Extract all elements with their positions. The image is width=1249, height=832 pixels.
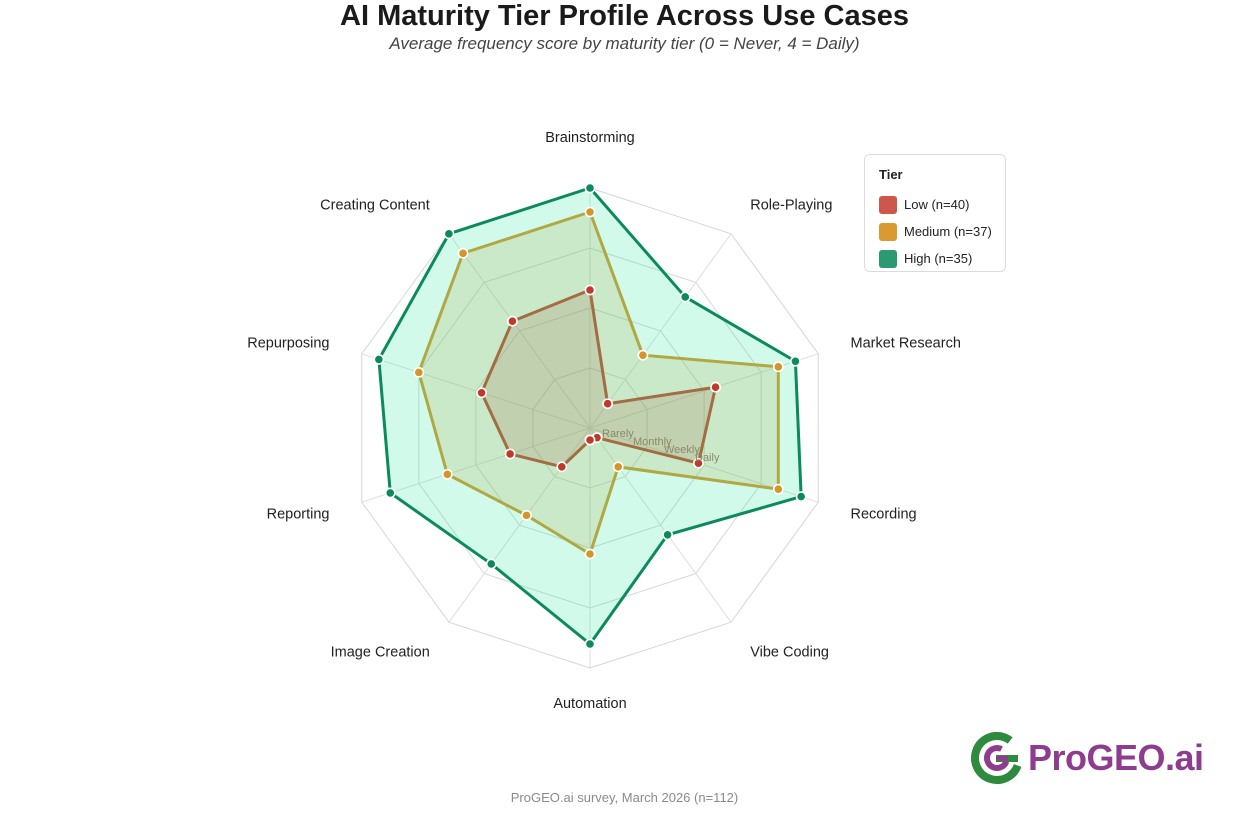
point-medium-brainstorming — [584, 206, 596, 218]
progeo-logo: ProGEO.ai — [970, 730, 1210, 786]
ring-label-weekly: Weekly — [664, 444, 700, 456]
point-medium-vibe-coding — [612, 461, 624, 473]
point-high-role-playing — [679, 291, 691, 303]
point-medium-image-creation — [521, 509, 532, 521]
axis-label-market-research: Market Research — [850, 336, 960, 352]
axis-label-brainstorming: Brainstorming — [545, 130, 634, 146]
chart-title: AI Maturity Tier Profile Across Use Case… — [340, 0, 909, 32]
legend-item-high: High (n=35) — [879, 245, 991, 272]
point-low-market-research — [710, 381, 721, 393]
legend-item-low: Low (n=40) — [879, 191, 991, 218]
point-low-reporting — [504, 448, 516, 460]
grid-spoke-reporting — [361, 427, 591, 503]
point-medium-role-playing — [637, 349, 649, 361]
radar-series — [373, 182, 807, 650]
axis-label-recording: Recording — [850, 506, 916, 522]
point-high-creating-content — [443, 228, 455, 240]
source-note: ProGEO.ai survey, March 2026 (n=112) — [510, 790, 739, 805]
point-high-reporting — [384, 487, 396, 499]
axis-label-vibe-coding: Vibe Coding — [750, 644, 829, 660]
progeo-logo-mark-icon — [971, 732, 1023, 784]
point-medium-reporting — [441, 468, 453, 480]
legend-title: Tier — [879, 167, 903, 182]
point-medium-creating-content — [457, 247, 469, 259]
point-low-recording — [693, 457, 704, 469]
point-high-vibe-coding — [662, 529, 673, 541]
grid-spoke-vibe-coding — [589, 427, 732, 623]
axis-label-repurposing: Repurposing — [247, 336, 329, 352]
progeo-logo-text: ProGEO.ai — [1028, 737, 1204, 778]
ring-label-monthly: Monthly — [633, 436, 672, 448]
legend-label-medium: Medium (n=37) — [904, 224, 992, 239]
axis-label-automation: Automation — [553, 696, 626, 712]
point-low-brainstorming — [584, 284, 596, 296]
legend-swatch-high — [879, 249, 897, 268]
point-high-repurposing — [373, 353, 385, 365]
point-high-recording — [795, 491, 807, 503]
axis-label-creating-content: Creating Content — [320, 198, 430, 214]
grid-spoke-repurposing — [361, 353, 591, 429]
legend-label-high: High (n=35) — [904, 251, 973, 266]
ring-label-daily: Daily — [695, 452, 720, 464]
chart-subtitle: Average frequency score by maturity tier… — [389, 34, 860, 53]
point-high-automation — [584, 638, 596, 650]
point-low-automation — [584, 434, 596, 446]
ring-label-rarely: Rarely — [602, 428, 634, 440]
grid-spoke-role-playing — [589, 233, 732, 429]
point-high-market-research — [790, 355, 801, 367]
axis-label-image-creation: Image Creation — [331, 644, 430, 660]
legend-swatch-low — [879, 195, 897, 214]
legend: Tier Low (n=40) Medium (n=37) High (n=35… — [864, 154, 1006, 272]
point-high-image-creation — [485, 558, 497, 570]
point-medium-repurposing — [413, 366, 425, 378]
point-medium-automation — [584, 548, 596, 560]
point-medium-market-research — [772, 361, 784, 373]
axis-label-reporting: Reporting — [267, 506, 330, 522]
point-low-role-playing — [602, 398, 614, 410]
legend-item-medium: Medium (n=37) — [879, 218, 992, 245]
series-area-high — [377, 186, 803, 646]
point-medium-recording — [772, 483, 784, 495]
point-low-repurposing — [476, 387, 487, 399]
legend-swatch-medium — [879, 222, 897, 241]
legend-label-low: Low (n=40) — [904, 197, 970, 212]
point-high-brainstorming — [584, 182, 596, 194]
point-low-image-creation — [556, 461, 568, 473]
grid-spoke-creating-content — [448, 233, 591, 429]
point-low-creating-content — [507, 315, 518, 327]
axis-label-role-playing: Role-Playing — [750, 198, 832, 214]
